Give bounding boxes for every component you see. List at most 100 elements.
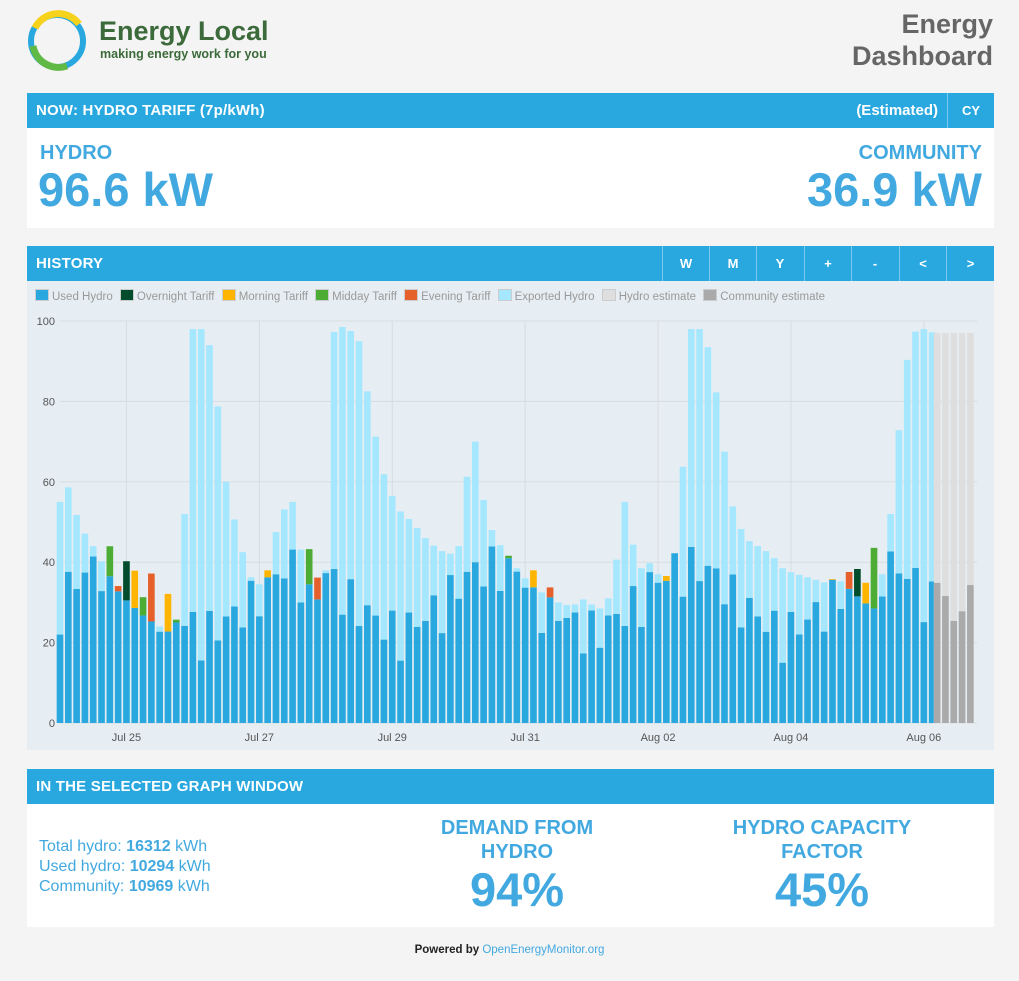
legend-swatch — [601, 289, 616, 301]
used-hydro-bar — [887, 551, 894, 723]
used-hydro-bar — [845, 588, 853, 723]
used-hydro-bar — [646, 572, 654, 723]
used-hydro-bar — [372, 615, 379, 723]
used-hydro-bar — [555, 620, 562, 723]
exported-hydro-bar — [912, 331, 919, 568]
used-hydro-bar — [613, 613, 620, 723]
used-hydro-bar — [538, 632, 546, 723]
exported-hydro-bar — [804, 577, 811, 620]
x-tick-label: Jul 25 — [112, 732, 141, 744]
used-hydro-bar — [903, 578, 911, 723]
exported-hydro-bar — [920, 329, 928, 623]
used-hydro-bar — [721, 604, 728, 723]
exported-hydro-bar — [339, 327, 346, 615]
tariff-import-bar — [505, 555, 512, 559]
used-hydro-bar — [704, 565, 712, 723]
page-title-line2: Dashboard — [851, 41, 993, 71]
exported-hydro-bar — [712, 392, 720, 569]
used-hydro-bar — [870, 608, 878, 723]
used-hydro-bar — [247, 580, 255, 723]
used-hydro-bar — [256, 616, 263, 723]
used-hydro-bar — [820, 631, 828, 723]
community-label: COMMUNITY — [858, 142, 982, 164]
used-hydro-bar — [779, 662, 786, 723]
exported-hydro-bar — [555, 602, 562, 621]
tariff-import-bar — [264, 570, 271, 578]
legend-item: Evening Tariff — [404, 289, 490, 303]
exported-hydro-bar — [355, 341, 363, 627]
exported-hydro-bar — [98, 561, 105, 592]
exported-hydro-bar — [397, 511, 404, 661]
language-toggle-button[interactable]: CY — [947, 93, 994, 128]
used-hydro-bar — [314, 599, 321, 723]
used-hydro-bar — [762, 631, 770, 723]
tariff-import-bar — [530, 570, 537, 588]
used-hydro-bar — [854, 596, 861, 723]
used-hydro-bar — [339, 614, 346, 723]
exported-hydro-bar — [239, 552, 247, 628]
tariff-import-bar — [123, 561, 130, 601]
zoom-in-button[interactable]: + — [804, 246, 851, 281]
hydro-capacity-factor-value: 45% — [774, 863, 870, 916]
hydro-label: HYDRO — [40, 142, 113, 164]
exported-hydro-bar — [247, 577, 255, 581]
exported-hydro-bar — [928, 332, 936, 582]
brand-logo: Energy Local making energy work for you — [27, 10, 287, 72]
used-hydro-value: 10294 — [129, 858, 175, 875]
used-hydro-bar — [679, 596, 687, 723]
used-hydro-bar — [89, 556, 97, 723]
chart-legend: Used Hydro Overnight Tariff Morning Tari… — [35, 289, 829, 303]
used-hydro-bar — [696, 581, 703, 723]
tariff-import-bar — [845, 571, 853, 589]
used-hydro-bar — [496, 590, 504, 723]
exported-hydro-bar — [297, 549, 305, 603]
zoom-out-button[interactable]: - — [851, 246, 898, 281]
used-hydro-bar — [571, 612, 579, 723]
exported-hydro-bar — [729, 506, 737, 575]
pan-right-button[interactable]: > — [946, 246, 994, 281]
week-view-button[interactable]: W — [662, 246, 709, 281]
month-view-button[interactable]: M — [709, 246, 756, 281]
exported-hydro-bar — [754, 546, 762, 617]
legend-swatch — [119, 289, 134, 301]
used-hydro-bar — [289, 549, 296, 723]
used-hydro-bar — [206, 610, 213, 723]
energy-local-logo-icon — [28, 10, 86, 71]
used-hydro-bar — [380, 639, 388, 723]
hydro-estimate-bar — [950, 333, 958, 723]
used-hydro-bar — [546, 597, 554, 723]
legend-item: Exported Hydro — [497, 289, 595, 303]
tariff-import-bar — [546, 587, 554, 598]
used-hydro-bar — [596, 647, 604, 723]
used-hydro-bar — [629, 586, 637, 723]
legend-item: Morning Tariff — [221, 289, 308, 303]
used-hydro-bar — [297, 602, 305, 723]
hydro-power-value: 96.6 kW — [38, 163, 214, 216]
used-hydro-bar — [895, 573, 903, 723]
used-hydro-bar — [771, 610, 778, 723]
used-hydro-bar — [920, 622, 928, 723]
history-chart[interactable]: 0 20 40 60 80 100 Jul 25 Jul 27 Jul 29 Jul 31 Aug … — [27, 281, 994, 750]
used-hydro-bar — [106, 576, 114, 723]
year-view-button[interactable]: Y — [756, 246, 803, 281]
used-hydro-bar — [455, 598, 463, 723]
exported-hydro-bar — [372, 436, 379, 616]
legend-label: Used Hydro — [52, 291, 113, 303]
used-hydro-bar — [181, 625, 188, 723]
exported-hydro-bar — [696, 329, 703, 582]
legend-swatch — [497, 289, 512, 301]
exported-hydro-bar — [787, 572, 795, 612]
used-hydro-bar — [231, 606, 238, 723]
exported-hydro-bar — [638, 568, 645, 627]
exported-hydro-bar — [280, 509, 288, 579]
exported-hydro-bar — [206, 345, 213, 611]
pan-left-button[interactable]: < — [899, 246, 946, 281]
exported-hydro-bar — [289, 501, 296, 550]
openenergymonitor-link[interactable]: OpenEnergyMonitor.org — [482, 944, 605, 956]
legend-swatch — [35, 289, 49, 301]
used-hydro-bar — [663, 580, 670, 723]
capacity-label-line1: HYDRO CAPACITY — [732, 817, 912, 839]
used-hydro-bar — [604, 615, 612, 723]
used-hydro-bar — [654, 582, 662, 723]
exported-hydro-bar — [388, 495, 396, 611]
